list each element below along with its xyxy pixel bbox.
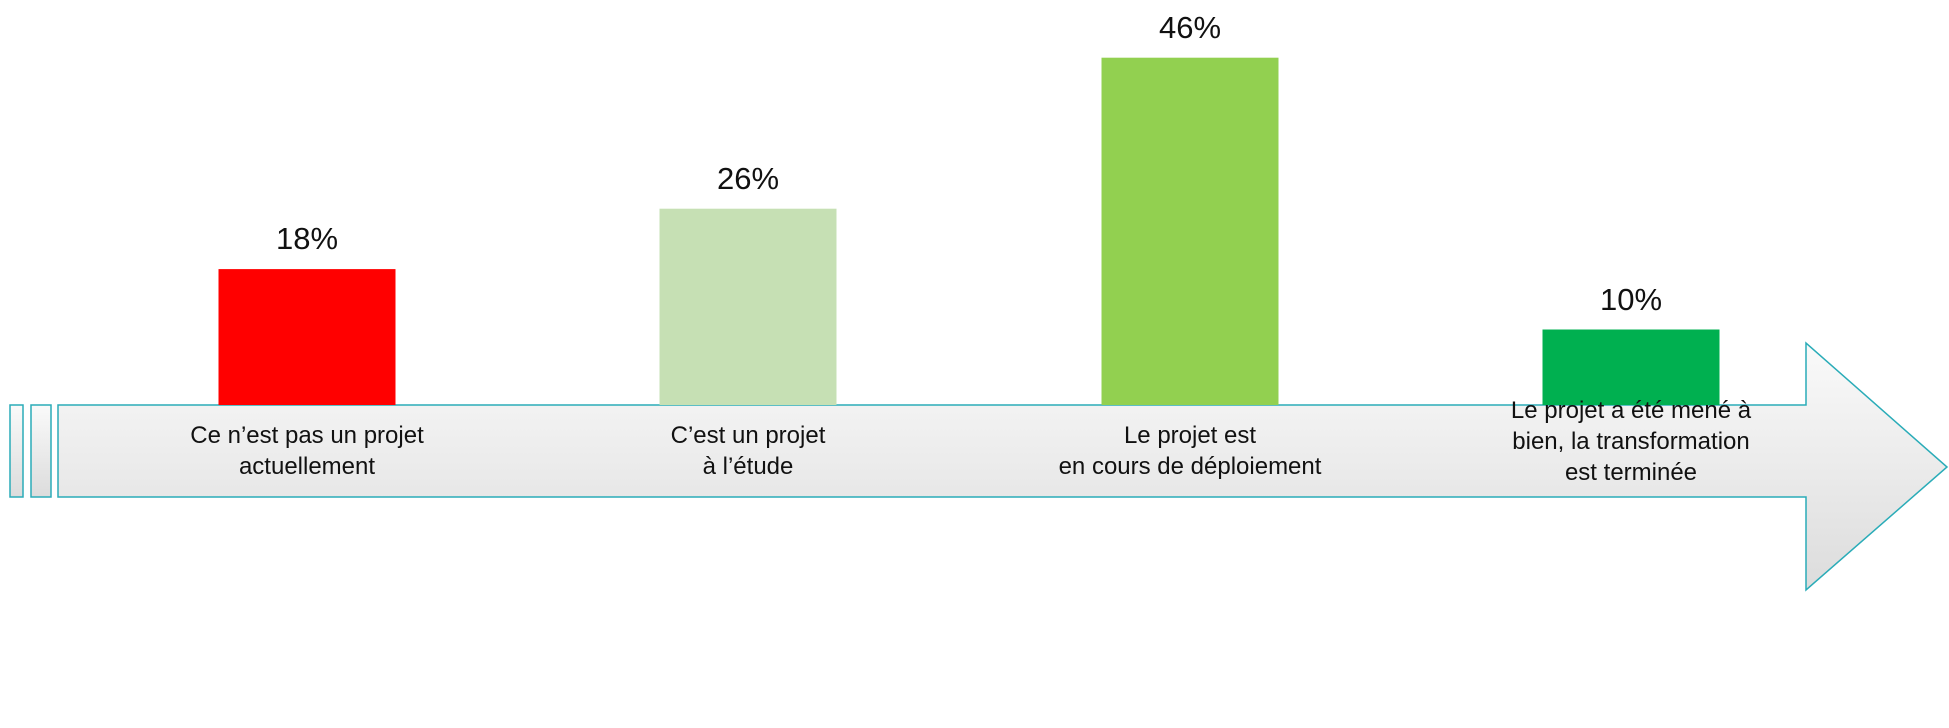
value-label: 18%	[275, 221, 339, 257]
category-label: Le projet est en cours de déploiement	[1058, 422, 1322, 480]
value-label: 10%	[1599, 281, 1663, 317]
bar	[1101, 57, 1279, 405]
arrow-tail	[30, 404, 52, 498]
bar	[659, 208, 837, 405]
category-label: Ce n’est pas un projet actuellement	[190, 422, 424, 480]
category-label: C’est un projet à l’étude	[670, 422, 826, 480]
value-label: 46%	[1158, 9, 1222, 45]
arrow-tail	[9, 404, 24, 498]
timeline-arrow	[57, 341, 1949, 592]
bar	[1542, 329, 1720, 405]
value-label: 26%	[716, 160, 780, 196]
bar	[218, 269, 396, 405]
category-label: Le projet a été mené à bien, la transfor…	[1510, 396, 1752, 486]
